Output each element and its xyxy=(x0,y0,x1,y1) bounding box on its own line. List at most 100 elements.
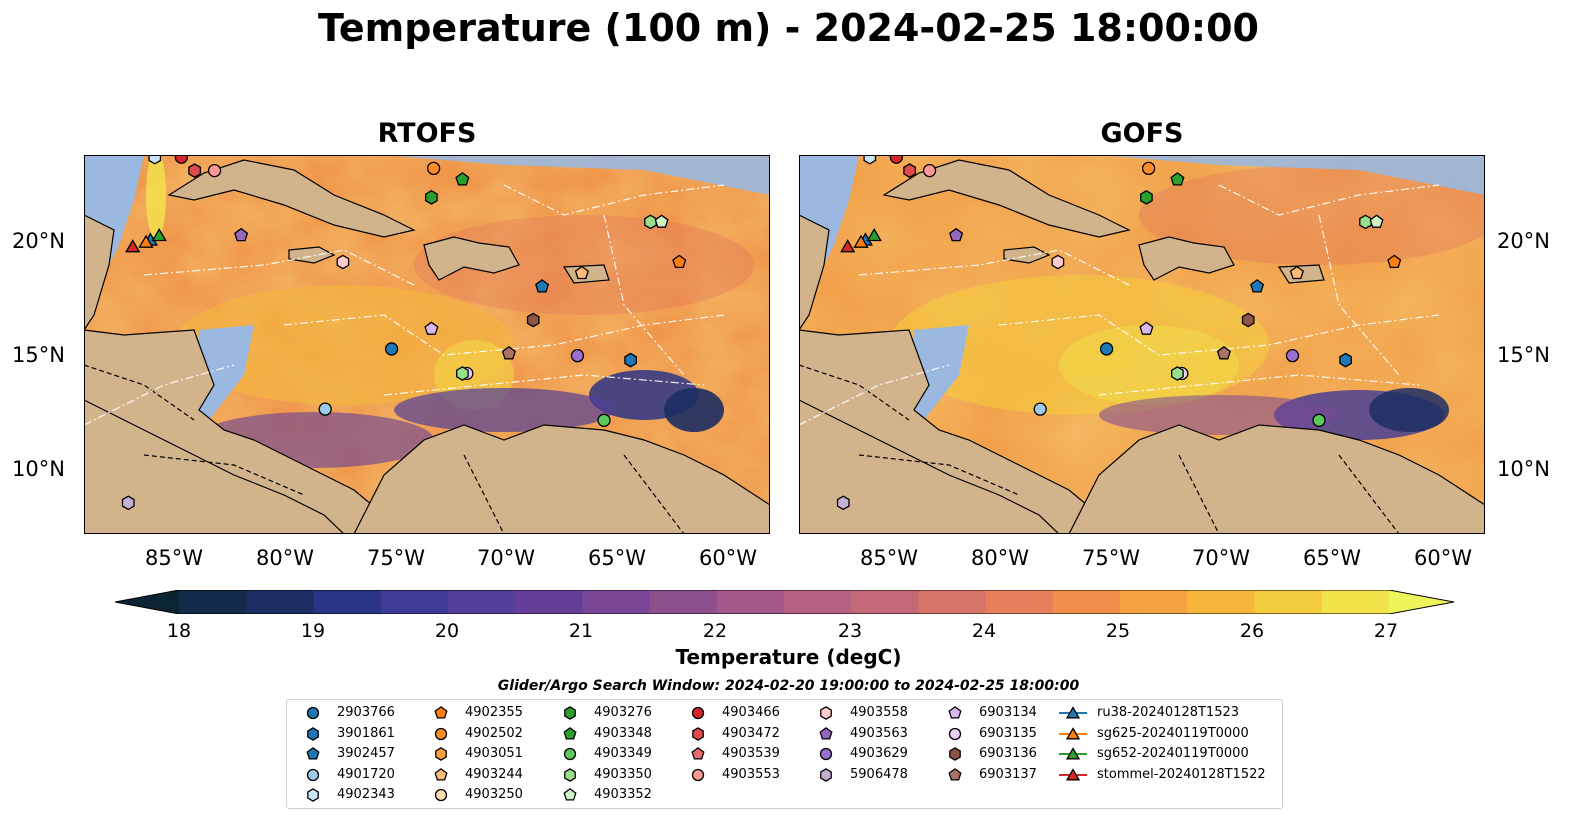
lon-label: 80°W xyxy=(971,546,1029,570)
marker-stommel-20240128T1522[interactable] xyxy=(125,239,141,253)
marker-sg625-20240119T0000[interactable] xyxy=(138,234,154,248)
legend-marker-hexagon-icon xyxy=(435,747,447,762)
marker-4903352[interactable] xyxy=(654,214,669,228)
colorbar-segment xyxy=(985,590,1054,614)
legend-marker-hexagon-icon xyxy=(820,767,832,782)
marker-4902343[interactable] xyxy=(863,155,877,165)
marker-4903276[interactable] xyxy=(425,190,438,205)
marker-4903276[interactable] xyxy=(1140,190,1153,205)
marker-4903348[interactable] xyxy=(1170,172,1185,186)
figure-title: Temperature (100 m) - 2024-02-25 18:00:0… xyxy=(317,6,1259,50)
marker-6903137[interactable] xyxy=(1216,345,1231,360)
colorbar-tick: 26 xyxy=(1239,620,1265,642)
colorbar-segment xyxy=(246,590,315,614)
legend-marker-pentagon-icon xyxy=(306,747,320,760)
marker-4901720[interactable] xyxy=(1033,402,1047,416)
legend-label: 5906478 xyxy=(850,766,908,782)
lon-label: 65°W xyxy=(588,546,646,570)
lon-label: 75°W xyxy=(367,546,425,570)
colorbar-tick: 19 xyxy=(300,620,326,642)
colorbar-segment xyxy=(716,590,785,614)
lon-label: 75°W xyxy=(1082,546,1140,570)
marker-4902355[interactable] xyxy=(1387,254,1402,269)
marker-4903244[interactable] xyxy=(1289,265,1304,280)
marker-4903466[interactable] xyxy=(889,155,904,164)
map-panel-rtofs[interactable] xyxy=(84,155,770,534)
marker-4903553[interactable] xyxy=(922,163,937,178)
colorbar-segment xyxy=(918,590,987,614)
marker-4902502[interactable] xyxy=(1141,161,1156,176)
marker-6903137[interactable] xyxy=(501,345,516,360)
marker-4902502[interactable] xyxy=(426,161,441,176)
marker-4903349[interactable] xyxy=(1312,413,1326,427)
marker-sg652-20240119T0000[interactable] xyxy=(151,228,167,242)
marker-6903136[interactable] xyxy=(1241,312,1255,328)
legend-marker-circle-icon xyxy=(948,727,962,740)
marker-4903563[interactable] xyxy=(234,227,249,242)
marker-4903350[interactable] xyxy=(456,366,469,381)
legend-marker-hexagon-icon xyxy=(949,747,961,762)
marker-4903350[interactable] xyxy=(644,214,657,230)
legend-marker-hexagon-icon xyxy=(820,706,832,720)
marker-4903558[interactable] xyxy=(336,254,350,270)
marker-4903472[interactable] xyxy=(188,163,202,178)
marker-3901861[interactable] xyxy=(624,352,637,368)
colorbar-label: Temperature (degC) xyxy=(675,645,902,669)
legend-marker-hexagon-icon xyxy=(564,706,576,720)
marker-stommel-20240128T1522[interactable] xyxy=(840,239,856,253)
legend-marker-circle-icon xyxy=(306,768,320,781)
marker-2903766[interactable] xyxy=(1099,342,1114,356)
marker-4902355[interactable] xyxy=(672,254,687,269)
marker-5906478[interactable] xyxy=(836,495,850,511)
marker-4903563[interactable] xyxy=(949,227,964,242)
colorbar-outline xyxy=(115,590,1455,614)
marker-3902457[interactable] xyxy=(1250,279,1265,293)
legend-label: 4903466 xyxy=(722,705,780,720)
marker-4903349[interactable] xyxy=(597,413,611,427)
colorbar-tick: 27 xyxy=(1373,620,1399,642)
colorbar-segment xyxy=(1052,590,1121,614)
marker-4901720[interactable] xyxy=(318,402,332,416)
legend-marker-triangle-icon xyxy=(1059,768,1087,781)
colorbar-extend-low xyxy=(115,590,179,614)
marker-4903350[interactable] xyxy=(1171,366,1184,381)
legend-title: Glider/Argo Search Window: 2024-02-20 19… xyxy=(497,678,1080,694)
marker-6903134[interactable] xyxy=(1139,321,1154,335)
marker-4903350[interactable] xyxy=(1359,214,1372,230)
marker-4903466[interactable] xyxy=(174,155,189,164)
marker-4903348[interactable] xyxy=(455,172,470,186)
legend-marker-pentagon-icon xyxy=(563,788,577,801)
legend-label: 2903766 xyxy=(337,705,395,720)
marker-5906478[interactable] xyxy=(121,495,135,511)
marker-sg625-20240119T0000[interactable] xyxy=(853,234,869,248)
legend-marker-hexagon-icon xyxy=(307,788,319,803)
marker-6903134[interactable] xyxy=(424,321,439,335)
marker-4903558[interactable] xyxy=(1051,254,1065,270)
legend-label: 3902457 xyxy=(337,746,395,762)
lon-label: 70°W xyxy=(1192,546,1250,570)
legend-marker-pentagon-icon xyxy=(819,726,833,740)
marker-4903553[interactable] xyxy=(207,163,222,178)
legend-label: 4901720 xyxy=(337,766,395,782)
marker-4903629[interactable] xyxy=(1285,348,1300,363)
marker-2903766[interactable] xyxy=(384,342,399,356)
marker-3901861[interactable] xyxy=(1339,352,1352,368)
legend-label: stommel-20240128T1522 xyxy=(1097,766,1266,782)
legend-marker-circle-icon xyxy=(434,727,448,740)
marker-6903136[interactable] xyxy=(526,312,540,328)
marker-4903352[interactable] xyxy=(1369,214,1384,228)
colorbar-tick: 22 xyxy=(702,620,728,642)
legend-marker-hexagon-icon xyxy=(564,767,576,782)
marker-4902343[interactable] xyxy=(148,155,162,165)
map-panel-gofs[interactable] xyxy=(799,155,1485,534)
colorbar-segment xyxy=(784,590,852,614)
marker-4903472[interactable] xyxy=(903,163,917,178)
legend-marker-hexagon-icon xyxy=(307,726,319,741)
marker-3902457[interactable] xyxy=(535,279,550,293)
legend-label: 4903629 xyxy=(850,746,908,762)
marker-4903629[interactable] xyxy=(570,348,585,363)
legend-label: sg625-20240119T0000 xyxy=(1097,725,1249,741)
legend-label: 4903349 xyxy=(594,746,652,762)
marker-4903244[interactable] xyxy=(574,265,589,280)
marker-sg652-20240119T0000[interactable] xyxy=(866,228,882,242)
